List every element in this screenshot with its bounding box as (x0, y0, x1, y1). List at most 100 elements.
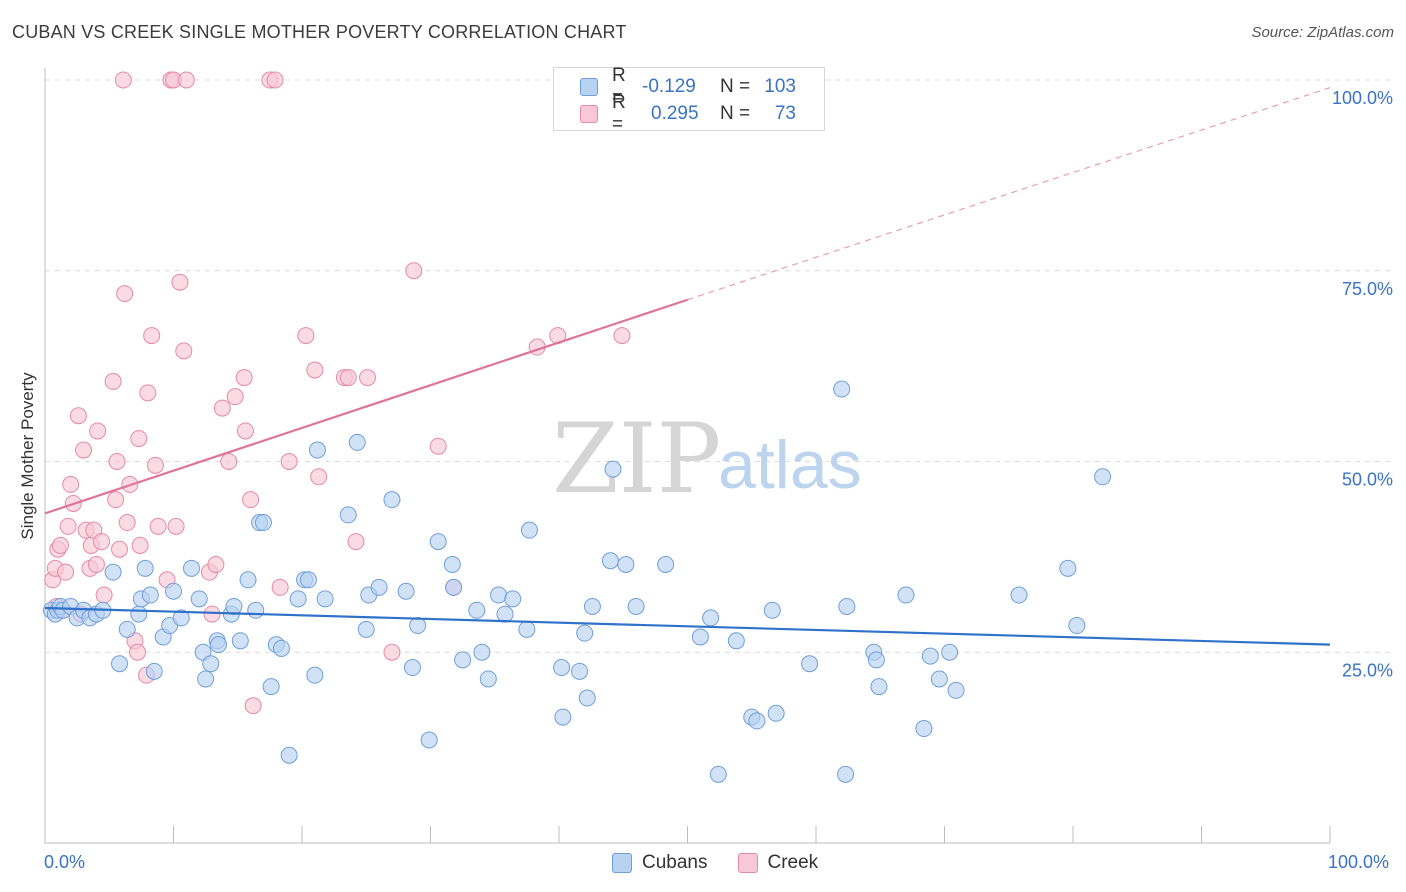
cubans-point (576, 624, 594, 642)
cubans-point (141, 586, 159, 604)
creek-point (175, 342, 193, 360)
legend-swatch-cubans (580, 78, 598, 96)
creek-point (116, 285, 134, 303)
cubans-point (921, 647, 939, 665)
creek-point (236, 422, 254, 440)
cubans-point (429, 533, 447, 551)
cubans-point (289, 590, 307, 608)
creek-point (118, 514, 136, 532)
legend-swatch-cubans (612, 853, 632, 873)
creek-point (220, 453, 238, 470)
cubans-point (1010, 586, 1028, 604)
cubans-point (339, 506, 357, 524)
cubans-point (130, 605, 148, 623)
cubans-trend-line (44, 606, 1331, 646)
x-ticks (44, 826, 1331, 843)
cubans-point (1059, 559, 1077, 577)
creek-point (59, 517, 77, 535)
cubans-point (202, 655, 220, 673)
r-value-cubans: -0.129 (642, 76, 696, 97)
legend-row-creek: R = 0.295 N = 73 (580, 92, 796, 135)
creek-point (359, 369, 377, 387)
creek-point (129, 643, 147, 661)
cubans-point (165, 582, 182, 600)
legend-item-creek: Creek (737, 852, 819, 874)
cubans-point (104, 563, 122, 581)
creek-point (171, 273, 189, 291)
cubans-point (145, 662, 163, 680)
chart-title: CUBAN VS CREEK SINGLE MOTHER POVERTY COR… (12, 22, 627, 42)
cubans-point (404, 659, 422, 677)
cubans-point (520, 521, 538, 539)
cubans-point (468, 601, 486, 619)
cubans-point (941, 643, 959, 661)
cubans-point (247, 601, 265, 619)
creek-point (104, 372, 122, 390)
x-tick-label-min: 0.0% (44, 852, 86, 872)
creek-point (339, 369, 357, 387)
cubans-point (490, 586, 508, 604)
cubans-point (571, 662, 589, 680)
legend-label-creek: Creek (767, 852, 819, 873)
series-cubans-points (42, 380, 1112, 783)
cubans-point (604, 460, 622, 478)
creek-point (203, 605, 221, 623)
cubans-point (870, 678, 888, 696)
creek-point (51, 536, 69, 554)
creek-point (57, 563, 75, 581)
cubans-point (308, 441, 326, 459)
creek-point (429, 437, 447, 455)
creek-point (108, 453, 126, 470)
cubans-point (767, 704, 785, 722)
creek-point (226, 388, 244, 406)
cubans-point (897, 586, 915, 604)
cubans-point (397, 582, 415, 600)
cubans-point (190, 590, 208, 608)
cubans-point (231, 632, 249, 650)
creek-point (111, 540, 129, 558)
cubans-point (709, 765, 727, 783)
n-value-creek: 73 (774, 103, 796, 124)
cubans-point (443, 556, 461, 574)
r-label: R = (612, 92, 626, 135)
creek-point (95, 586, 113, 604)
cubans-point (272, 639, 290, 657)
cubans-point (254, 514, 272, 532)
cubans-point (930, 670, 948, 688)
y-tick-label: 50.0% (1342, 470, 1393, 490)
cubans-point (833, 380, 851, 398)
cubans-point (409, 617, 427, 635)
creek-point (93, 533, 111, 551)
r-value-creek: 0.295 (651, 103, 699, 124)
cubans-point (601, 552, 619, 570)
creek-point (114, 71, 132, 89)
creek-point (271, 578, 289, 596)
creek-trend-extension (687, 87, 1331, 301)
cubans-point (504, 590, 522, 608)
cubans-point (473, 643, 491, 661)
cubans-point (209, 636, 227, 654)
cubans-point (657, 556, 675, 574)
cubans-point (182, 559, 200, 577)
legend-row-cubans: R = -0.129 N = 103 (580, 65, 796, 108)
creek-point (297, 327, 315, 345)
cubans-point (370, 578, 388, 596)
cubans-point (553, 659, 571, 677)
cubans-point (578, 689, 596, 707)
cubans-point (1094, 468, 1112, 486)
y-tick-label: 100.0% (1332, 88, 1393, 108)
legend-swatch-creek (580, 105, 598, 123)
series-creek-points (44, 71, 631, 715)
cubans-point (915, 720, 933, 738)
creek-point (131, 536, 149, 554)
creek-point (306, 361, 324, 379)
legend-swatch-creek (737, 853, 758, 873)
cubans-point (239, 571, 257, 589)
creek-point (266, 71, 284, 89)
stats-legend: R = -0.129 N = 103 R = 0.295 N = 73 (553, 65, 825, 135)
cubans-point (867, 651, 885, 669)
cubans-point (118, 620, 136, 638)
cubans-point (1068, 617, 1086, 635)
cubans-point (691, 628, 709, 646)
creek-point (143, 327, 161, 345)
